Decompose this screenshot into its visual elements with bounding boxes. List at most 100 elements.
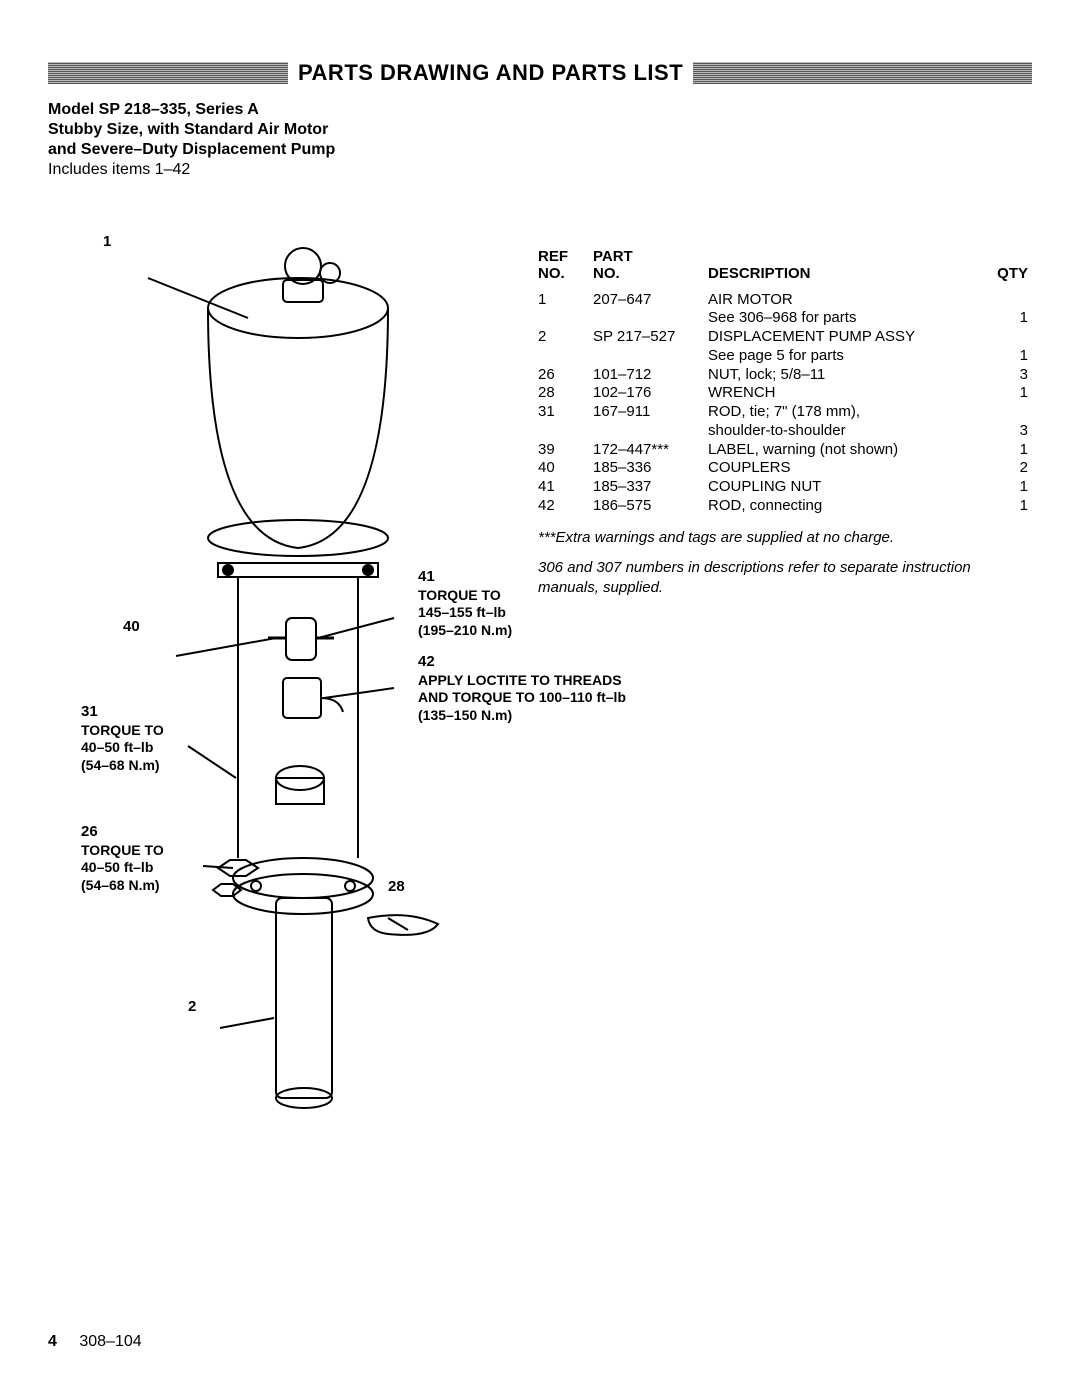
cell-desc-sub: shoulder-to-shoulder [708, 422, 978, 441]
table-row: 2SP 217–527DISPLACEMENT PUMP ASSY [538, 328, 1028, 347]
callout-26-l3: (54–68 N.m) [81, 877, 164, 895]
model-line2: Stubby Size, with Standard Air Motor [48, 120, 1032, 140]
model-line4: Includes items 1–42 [48, 160, 1032, 180]
title-bar: PARTS DRAWING AND PARTS LIST [48, 60, 1032, 86]
callout-28: 28 [388, 878, 405, 897]
table-row-sub: ..shoulder-to-shoulder3 [538, 422, 1028, 441]
hdr-desc: DESCRIPTION [708, 265, 978, 282]
callout-42-l2: AND TORQUE TO 100–110 ft–lb [418, 689, 626, 707]
parts-drawing [88, 218, 468, 1148]
callout-40: 40 [123, 618, 140, 637]
cell-part: 102–176 [593, 384, 708, 403]
cell-ref: 39 [538, 441, 593, 460]
cell-qty: 1 [978, 441, 1028, 460]
callout-1: 1 [103, 233, 111, 252]
callout-41: 41 TORQUE TO 145–155 ft–lb (195–210 N.m) [418, 568, 512, 639]
table-row: 40185–336COUPLERS2 [538, 459, 1028, 478]
page-title: PARTS DRAWING AND PARTS LIST [288, 60, 693, 86]
cell-desc: WRENCH [708, 384, 978, 403]
callout-41-l2: 145–155 ft–lb [418, 604, 512, 622]
cell-ref: 2 [538, 328, 593, 347]
callout-28-num: 28 [388, 878, 405, 895]
cell-part: 167–911 [593, 403, 708, 422]
cell-desc: ROD, connecting [708, 497, 978, 516]
cell-ref: 42 [538, 497, 593, 516]
table-row-sub: ..See 306–968 for parts1 [538, 309, 1028, 328]
cell-ref: 1 [538, 291, 593, 310]
cell-qty [978, 291, 1028, 310]
callout-2-num: 2 [188, 998, 196, 1015]
cell-desc: LABEL, warning (not shown) [708, 441, 978, 460]
cell-part: 101–712 [593, 366, 708, 385]
callout-40-num: 40 [123, 618, 140, 635]
callout-26-l1: TORQUE TO [81, 842, 164, 860]
table-row: 31167–911ROD, tie; 7" (178 mm), [538, 403, 1028, 422]
note-2: 306 and 307 numbers in descriptions refe… [538, 558, 1028, 599]
hdr-part: PART NO. [593, 248, 708, 283]
cell-desc-sub: See 306–968 for parts [708, 309, 978, 328]
table-row: 39172–447***LABEL, warning (not shown)1 [538, 441, 1028, 460]
cell-ref: 41 [538, 478, 593, 497]
callout-31-l1: TORQUE TO [81, 722, 164, 740]
cell-ref: 40 [538, 459, 593, 478]
callout-42-num: 42 [418, 653, 435, 670]
cell-desc: AIR MOTOR [708, 291, 978, 310]
cell-desc: DISPLACEMENT PUMP ASSY [708, 328, 978, 347]
callout-42-l3: (135–150 N.m) [418, 707, 626, 725]
cell-part: 185–337 [593, 478, 708, 497]
cell-desc-sub: See page 5 for parts [708, 347, 978, 366]
callout-26-l2: 40–50 ft–lb [81, 859, 164, 877]
cell-desc: NUT, lock; 5/8–11 [708, 366, 978, 385]
callout-2: 2 [188, 998, 196, 1017]
cell-qty [978, 403, 1028, 422]
callout-31-l3: (54–68 N.m) [81, 757, 164, 775]
cell-qty: 1 [978, 309, 1028, 328]
cell-qty [978, 328, 1028, 347]
hdr-ref: REF NO. [538, 248, 593, 283]
callout-26-num: 26 [81, 823, 98, 840]
model-block: Model SP 218–335, Series A Stubby Size, … [48, 100, 1032, 180]
cell-desc: ROD, tie; 7" (178 mm), [708, 403, 978, 422]
callout-41-num: 41 [418, 568, 435, 585]
cell-qty: 1 [978, 384, 1028, 403]
cell-ref: 31 [538, 403, 593, 422]
note-1: ***Extra warnings and tags are supplied … [538, 528, 1028, 548]
footer-page: 4 [48, 1333, 57, 1350]
cell-qty: 1 [978, 497, 1028, 516]
table-row: 28102–176WRENCH1 [538, 384, 1028, 403]
model-line3: and Severe–Duty Displacement Pump [48, 140, 1032, 160]
cell-qty: 1 [978, 347, 1028, 366]
cell-desc: COUPLERS [708, 459, 978, 478]
cell-qty: 1 [978, 478, 1028, 497]
table-row: 42186–575ROD, connecting1 [538, 497, 1028, 516]
callout-41-l3: (195–210 N.m) [418, 622, 512, 640]
callout-42: 42 APPLY LOCTITE TO THREADS AND TORQUE T… [418, 653, 626, 724]
model-line1: Model SP 218–335, Series A [48, 100, 1032, 120]
cell-qty: 3 [978, 366, 1028, 385]
parts-table-body: 1207–647AIR MOTOR..See 306–968 for parts… [538, 291, 1028, 516]
callout-31: 31 TORQUE TO 40–50 ft–lb (54–68 N.m) [81, 703, 164, 774]
cell-ref: 26 [538, 366, 593, 385]
cell-part: 172–447*** [593, 441, 708, 460]
callout-1-num: 1 [103, 233, 111, 250]
cell-part: 207–647 [593, 291, 708, 310]
cell-ref: 28 [538, 384, 593, 403]
callout-31-num: 31 [81, 703, 98, 720]
parts-table: REF NO. PART NO. DESCRIPTION QTY 1207–64… [538, 248, 1028, 598]
page-footer: 4 308–104 [48, 1333, 142, 1351]
cell-desc: COUPLING NUT [708, 478, 978, 497]
cell-qty: 2 [978, 459, 1028, 478]
cell-part: 185–336 [593, 459, 708, 478]
table-row: 26101–712NUT, lock; 5/8–113 [538, 366, 1028, 385]
table-row: 41185–337COUPLING NUT1 [538, 478, 1028, 497]
cell-part: 186–575 [593, 497, 708, 516]
cell-qty: 3 [978, 422, 1028, 441]
table-row-sub: ..See page 5 for parts1 [538, 347, 1028, 366]
parts-table-header: REF NO. PART NO. DESCRIPTION QTY [538, 248, 1028, 283]
hdr-qty: QTY [978, 265, 1028, 282]
title-bar-right [693, 62, 1032, 84]
table-row: 1207–647AIR MOTOR [538, 291, 1028, 310]
cell-part: SP 217–527 [593, 328, 708, 347]
callout-41-l1: TORQUE TO [418, 587, 512, 605]
callout-31-l2: 40–50 ft–lb [81, 739, 164, 757]
